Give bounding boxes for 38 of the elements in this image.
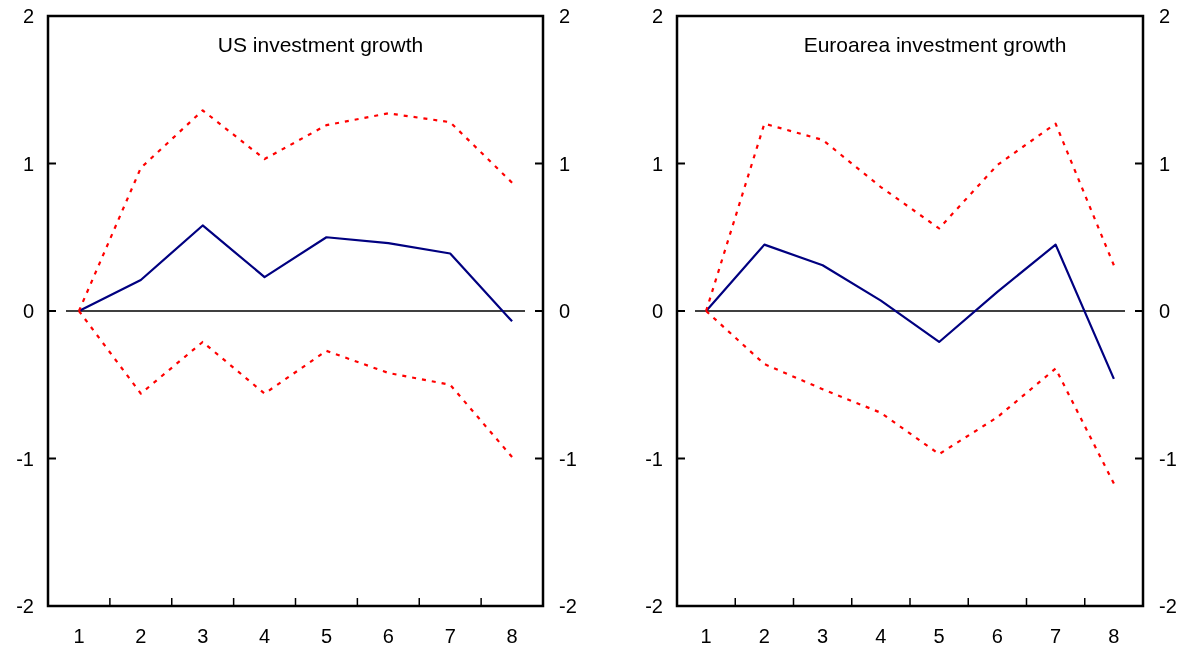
x-tick-label: 8 (506, 625, 518, 647)
y-tick-label: -1 (16, 447, 34, 470)
x-tick-label: 2 (135, 625, 147, 647)
y2-tick-label: -1 (1159, 447, 1177, 470)
y-tick-label: -2 (645, 595, 663, 617)
y2-tick-label: 1 (1159, 152, 1171, 175)
x-tick-label: 5 (320, 625, 332, 647)
y-tick-label: 0 (22, 300, 34, 322)
x-tick-label: 4 (875, 625, 887, 647)
y2-tick-label: -2 (1159, 595, 1177, 617)
x-tick-label: 4 (259, 625, 271, 647)
y-tick-label: 2 (22, 5, 34, 27)
x-tick-label: 6 (382, 625, 394, 647)
y2-tick-label: 2 (1159, 5, 1171, 27)
x-tick-label: 3 (817, 625, 829, 647)
x-tick-label: 2 (758, 625, 770, 647)
y-tick-label: 2 (651, 5, 663, 27)
y2-tick-label: 0 (1159, 300, 1171, 322)
y-tick-label: 0 (651, 300, 663, 322)
text: US investment growth (217, 33, 424, 56)
y-tick-label: 1 (22, 152, 34, 175)
y-tick-label: 1 (651, 152, 663, 175)
x-tick-label: 7 (444, 625, 456, 647)
x-tick-label: 3 (197, 625, 209, 647)
y2-tick-label: 0 (559, 300, 571, 322)
y2-tick-label: 2 (559, 5, 571, 27)
y-tick-label: -2 (16, 595, 34, 617)
y-tick-label: -1 (645, 447, 663, 470)
y2-tick-label: -1 (559, 447, 577, 470)
x-tick-label: 7 (1050, 625, 1062, 647)
y2-tick-label: -2 (559, 595, 577, 617)
x-tick-label: 5 (933, 625, 945, 647)
x-tick-label: 6 (991, 625, 1003, 647)
x-tick-label: 1 (73, 625, 85, 647)
x-tick-label: 8 (1108, 625, 1120, 647)
y2-tick-label: 1 (559, 152, 571, 175)
text: Euroarea investment growth (803, 33, 1067, 56)
x-tick-label: 1 (700, 625, 712, 647)
